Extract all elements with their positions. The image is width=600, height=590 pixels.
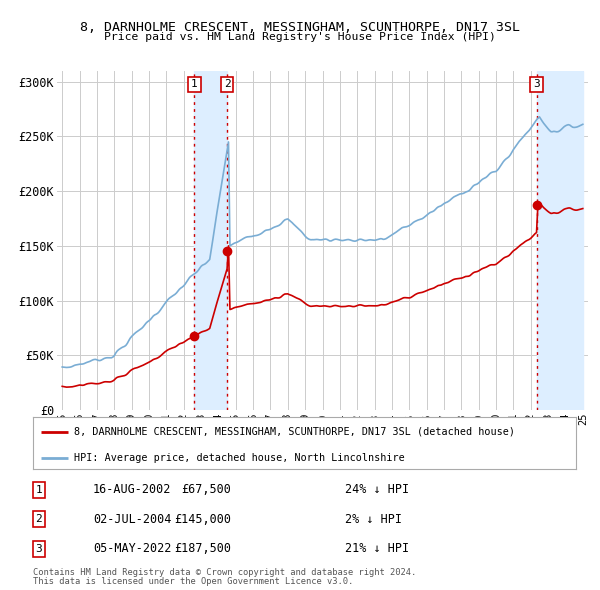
Text: £187,500: £187,500 — [174, 542, 231, 555]
Bar — [194, 71, 227, 410]
Text: 2: 2 — [224, 79, 230, 89]
Text: 24% ↓ HPI: 24% ↓ HPI — [345, 483, 409, 496]
Text: 8, DARNHOLME CRESCENT, MESSINGHAM, SCUNTHORPE, DN17 3SL: 8, DARNHOLME CRESCENT, MESSINGHAM, SCUNT… — [80, 21, 520, 34]
Text: 8, DARNHOLME CRESCENT, MESSINGHAM, SCUNTHORPE, DN17 3SL (detached house): 8, DARNHOLME CRESCENT, MESSINGHAM, SCUNT… — [74, 427, 515, 437]
Text: Price paid vs. HM Land Registry's House Price Index (HPI): Price paid vs. HM Land Registry's House … — [104, 32, 496, 42]
Text: 2% ↓ HPI: 2% ↓ HPI — [345, 513, 402, 526]
Text: 16-AUG-2002: 16-AUG-2002 — [93, 483, 172, 496]
Text: 1: 1 — [35, 485, 43, 494]
Text: HPI: Average price, detached house, North Lincolnshire: HPI: Average price, detached house, Nort… — [74, 453, 404, 463]
Text: £145,000: £145,000 — [174, 513, 231, 526]
Text: 02-JUL-2004: 02-JUL-2004 — [93, 513, 172, 526]
Text: £67,500: £67,500 — [181, 483, 231, 496]
Text: 3: 3 — [35, 544, 43, 553]
Text: Contains HM Land Registry data © Crown copyright and database right 2024.: Contains HM Land Registry data © Crown c… — [33, 568, 416, 577]
Bar — [536, 71, 583, 410]
Text: 2: 2 — [35, 514, 43, 524]
Text: 3: 3 — [533, 79, 540, 89]
Text: This data is licensed under the Open Government Licence v3.0.: This data is licensed under the Open Gov… — [33, 578, 353, 586]
Text: 05-MAY-2022: 05-MAY-2022 — [93, 542, 172, 555]
Text: 1: 1 — [191, 79, 198, 89]
Text: 21% ↓ HPI: 21% ↓ HPI — [345, 542, 409, 555]
